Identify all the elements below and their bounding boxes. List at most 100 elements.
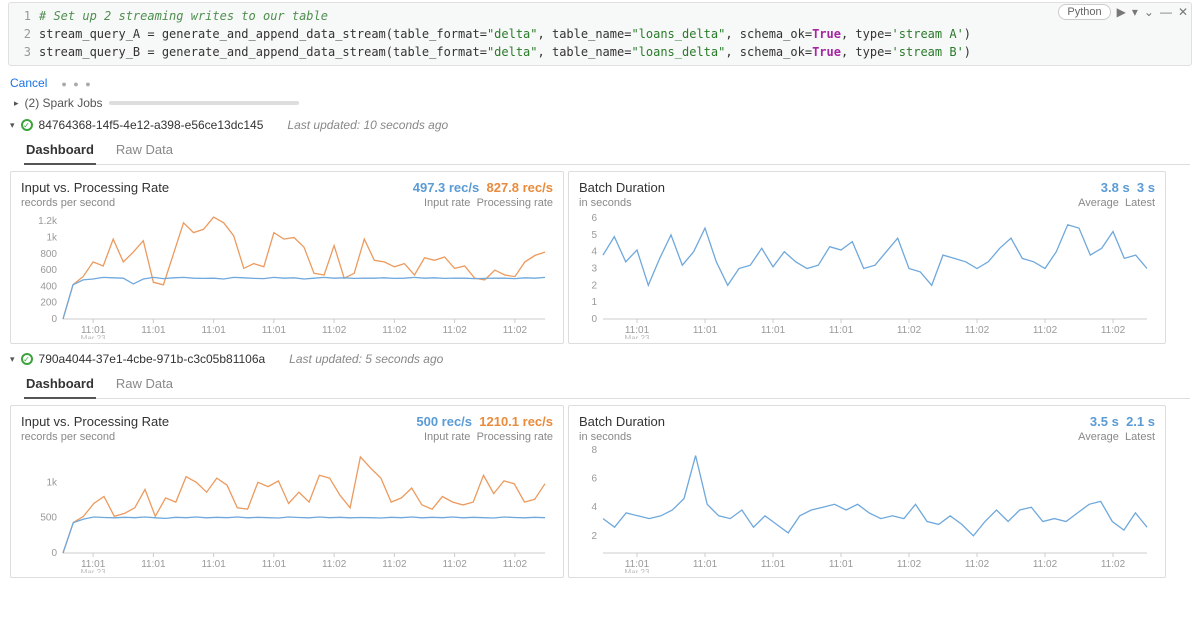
- expand-icon[interactable]: ▸: [14, 98, 19, 109]
- input-rate-value: 500 rec/s: [416, 414, 472, 429]
- avg-label: Average: [1078, 197, 1119, 209]
- svg-text:11:02: 11:02: [503, 559, 528, 570]
- spark-jobs-row[interactable]: ▸ (2) Spark Jobs: [14, 96, 1190, 110]
- input-rate-value: 497.3 rec/s: [413, 180, 480, 195]
- svg-text:11:02: 11:02: [322, 325, 347, 336]
- svg-text:2: 2: [591, 531, 597, 542]
- cancel-link[interactable]: Cancel: [10, 76, 47, 90]
- processing-rate-value: 827.8 rec/s: [486, 180, 553, 195]
- svg-text:3: 3: [591, 264, 597, 275]
- rate-panel: Input vs. Processing Rate records per se…: [10, 171, 564, 344]
- rate-panel: Input vs. Processing Rate records per se…: [10, 405, 564, 578]
- latest-value: 3 s: [1137, 180, 1155, 195]
- progress-bar: [109, 101, 299, 105]
- svg-text:Mar 23: Mar 23: [625, 334, 650, 339]
- code-cell[interactable]: 1 2 3 # Set up 2 streaming writes to our…: [8, 2, 1192, 66]
- rate-chart: 05001k 11:01Mar 2311:0111:0111:0111:0211…: [21, 443, 553, 573]
- svg-text:11:02: 11:02: [965, 325, 990, 336]
- svg-text:11:02: 11:02: [965, 559, 990, 570]
- avg-label: Average: [1078, 431, 1119, 443]
- svg-text:11:02: 11:02: [1033, 559, 1058, 570]
- minimize-icon[interactable]: —: [1160, 5, 1172, 19]
- svg-text:11:02: 11:02: [442, 559, 467, 570]
- batch-chart: 0123456 11:01Mar 2311:0111:0111:0111:021…: [579, 209, 1155, 339]
- svg-text:11:01: 11:01: [829, 325, 854, 336]
- avg-value: 3.5 s: [1090, 414, 1119, 429]
- svg-text:1k: 1k: [46, 477, 58, 488]
- svg-text:500: 500: [40, 513, 57, 524]
- svg-text:11:02: 11:02: [503, 325, 528, 336]
- svg-text:11:01: 11:01: [829, 559, 854, 570]
- svg-text:11:01: 11:01: [761, 325, 786, 336]
- svg-text:11:02: 11:02: [1101, 325, 1126, 336]
- tab-raw-data[interactable]: Raw Data: [114, 136, 175, 164]
- tab-dashboard[interactable]: Dashboard: [24, 136, 96, 165]
- stream-id: 84764368-14f5-4e12-a398-e56ce13dc145: [39, 118, 264, 132]
- svg-text:11:01: 11:01: [262, 325, 287, 336]
- last-updated: Last updated: 5 seconds ago: [289, 352, 443, 366]
- svg-text:0: 0: [591, 314, 597, 325]
- svg-text:6: 6: [591, 213, 597, 224]
- svg-text:Mar 23: Mar 23: [81, 334, 106, 339]
- run-icon[interactable]: ▶: [1117, 5, 1126, 19]
- svg-text:11:01: 11:01: [141, 559, 166, 570]
- stream-block: ▾ ✓ 84764368-14f5-4e12-a398-e56ce13dc145…: [10, 118, 1190, 344]
- spark-jobs-label: (2) Spark Jobs: [25, 96, 103, 110]
- stream-tabs: Dashboard Raw Data: [24, 136, 1190, 165]
- svg-text:600: 600: [40, 265, 57, 276]
- processing-rate-value: 1210.1 rec/s: [479, 414, 553, 429]
- status-badge: ✓: [21, 353, 33, 365]
- svg-text:0: 0: [51, 314, 57, 325]
- svg-text:11:02: 11:02: [1101, 559, 1126, 570]
- last-updated: Last updated: 10 seconds ago: [287, 118, 448, 132]
- svg-text:6: 6: [591, 474, 597, 485]
- svg-text:11:02: 11:02: [382, 559, 407, 570]
- svg-text:4: 4: [591, 247, 597, 258]
- panel-title: Batch Duration: [579, 180, 1155, 195]
- svg-text:11:01: 11:01: [201, 325, 226, 336]
- tab-raw-data[interactable]: Raw Data: [114, 370, 175, 398]
- svg-text:5: 5: [591, 230, 597, 241]
- svg-text:1: 1: [591, 297, 597, 308]
- stream-tabs: Dashboard Raw Data: [24, 370, 1190, 399]
- panel-title: Batch Duration: [579, 414, 1155, 429]
- svg-text:8: 8: [591, 445, 597, 456]
- svg-text:2: 2: [591, 280, 597, 291]
- processing-rate-label: Processing rate: [477, 197, 553, 209]
- stream-block: ▾ ✓ 790a4044-37e1-4cbe-971b-c3c05b81106a…: [10, 352, 1190, 578]
- batch-chart: 2468 11:01Mar 2311:0111:0111:0111:0211:0…: [579, 443, 1155, 573]
- avg-value: 3.8 s: [1101, 180, 1130, 195]
- svg-text:400: 400: [40, 281, 57, 292]
- collapse-stream-icon[interactable]: ▾: [10, 120, 15, 131]
- code-content[interactable]: # Set up 2 streaming writes to our table…: [39, 7, 971, 61]
- svg-text:Mar 23: Mar 23: [81, 568, 106, 573]
- ellipsis-icon: ● ● ●: [61, 79, 92, 89]
- latest-label: Latest: [1125, 197, 1155, 209]
- rate-chart: 02004006008001k1.2k 11:01Mar 2311:0111:0…: [21, 209, 553, 339]
- run-menu-icon[interactable]: ▾: [1132, 5, 1138, 19]
- svg-text:11:01: 11:01: [761, 559, 786, 570]
- svg-text:4: 4: [591, 502, 597, 513]
- svg-text:11:02: 11:02: [442, 325, 467, 336]
- svg-text:Mar 23: Mar 23: [625, 568, 650, 573]
- svg-text:800: 800: [40, 249, 57, 260]
- svg-text:1k: 1k: [46, 232, 58, 243]
- batch-panel: Batch Duration in seconds 3.5 s 2.1 s Av…: [568, 405, 1166, 578]
- input-rate-label: Input rate: [424, 431, 470, 443]
- line-gutter: 1 2 3: [9, 7, 39, 61]
- processing-rate-label: Processing rate: [477, 431, 553, 443]
- svg-text:11:02: 11:02: [897, 559, 922, 570]
- collapse-stream-icon[interactable]: ▾: [10, 354, 15, 365]
- status-badge: ✓: [21, 119, 33, 131]
- latest-value: 2.1 s: [1126, 414, 1155, 429]
- svg-text:11:01: 11:01: [201, 559, 226, 570]
- language-pill[interactable]: Python: [1058, 4, 1110, 20]
- collapse-icon[interactable]: ⌄: [1144, 5, 1154, 19]
- svg-text:11:01: 11:01: [141, 325, 166, 336]
- close-icon[interactable]: ✕: [1178, 5, 1188, 19]
- latest-label: Latest: [1125, 431, 1155, 443]
- tab-dashboard[interactable]: Dashboard: [24, 370, 96, 399]
- svg-text:11:01: 11:01: [262, 559, 287, 570]
- svg-text:11:02: 11:02: [382, 325, 407, 336]
- input-rate-label: Input rate: [424, 197, 470, 209]
